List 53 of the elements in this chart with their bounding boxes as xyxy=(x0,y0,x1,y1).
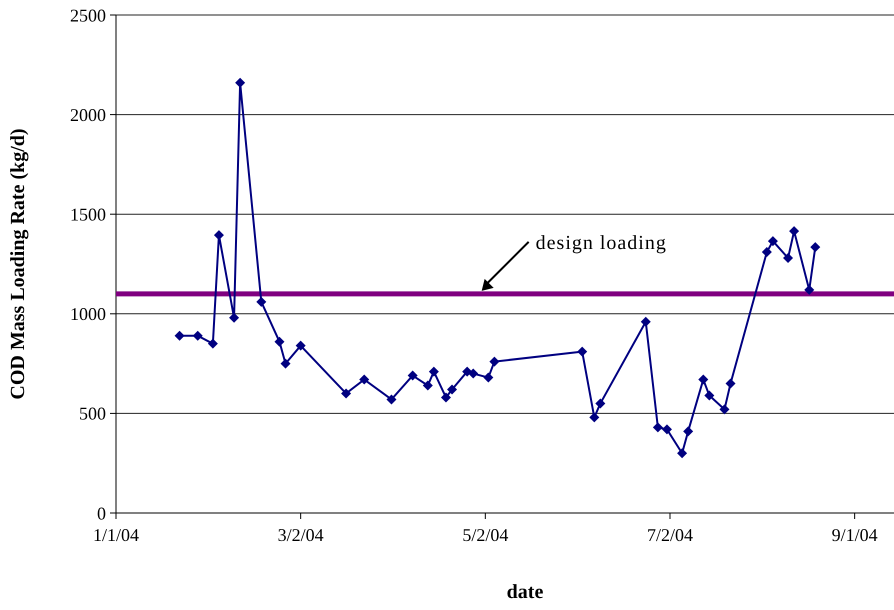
x-tick-label: 9/1/04 xyxy=(832,525,878,545)
point xyxy=(595,398,606,408)
point xyxy=(359,374,370,385)
x-tick-label: 3/2/04 xyxy=(278,525,324,545)
point xyxy=(422,380,433,391)
point xyxy=(174,330,185,341)
point xyxy=(235,78,246,88)
point xyxy=(274,336,284,347)
y-tick-label: 2000 xyxy=(70,104,106,125)
point xyxy=(698,374,708,385)
point xyxy=(428,366,439,377)
y-tick-label: 1000 xyxy=(70,304,106,324)
point xyxy=(256,296,266,307)
point xyxy=(783,253,794,264)
point xyxy=(483,372,494,383)
y-axis-title: COD Mass Loading Rate (kg/d) xyxy=(7,128,29,400)
x-tick-label: 5/2/04 xyxy=(462,525,508,545)
point xyxy=(683,426,694,436)
x-tick-label: 7/2/04 xyxy=(646,525,693,545)
point xyxy=(804,284,814,295)
point xyxy=(677,448,688,458)
point xyxy=(589,412,600,422)
point xyxy=(341,388,352,398)
point xyxy=(440,392,451,402)
point xyxy=(468,368,478,379)
point xyxy=(447,384,458,394)
point xyxy=(192,330,203,341)
y-tick-label: 500 xyxy=(79,404,106,424)
y-tick-label: 2500 xyxy=(70,5,106,26)
point xyxy=(789,226,800,236)
point xyxy=(386,394,396,404)
point xyxy=(762,247,772,258)
point xyxy=(408,370,418,381)
point xyxy=(726,378,736,389)
point xyxy=(280,358,291,369)
point xyxy=(489,356,500,367)
y-tick-label: 0 xyxy=(97,503,106,524)
point xyxy=(640,316,651,327)
x-axis-title: date xyxy=(506,581,544,603)
point xyxy=(577,346,588,357)
point xyxy=(652,422,663,432)
point xyxy=(662,424,672,434)
point xyxy=(719,404,730,414)
x-tick-label: 1/1/04 xyxy=(92,525,140,545)
point xyxy=(704,390,714,400)
point xyxy=(810,242,820,252)
point xyxy=(296,340,306,351)
y-tick-label: 1500 xyxy=(70,204,106,224)
ref-line-label: design loading xyxy=(536,232,667,254)
point xyxy=(208,338,218,349)
point xyxy=(214,230,224,240)
point xyxy=(229,312,240,323)
point xyxy=(768,236,778,246)
